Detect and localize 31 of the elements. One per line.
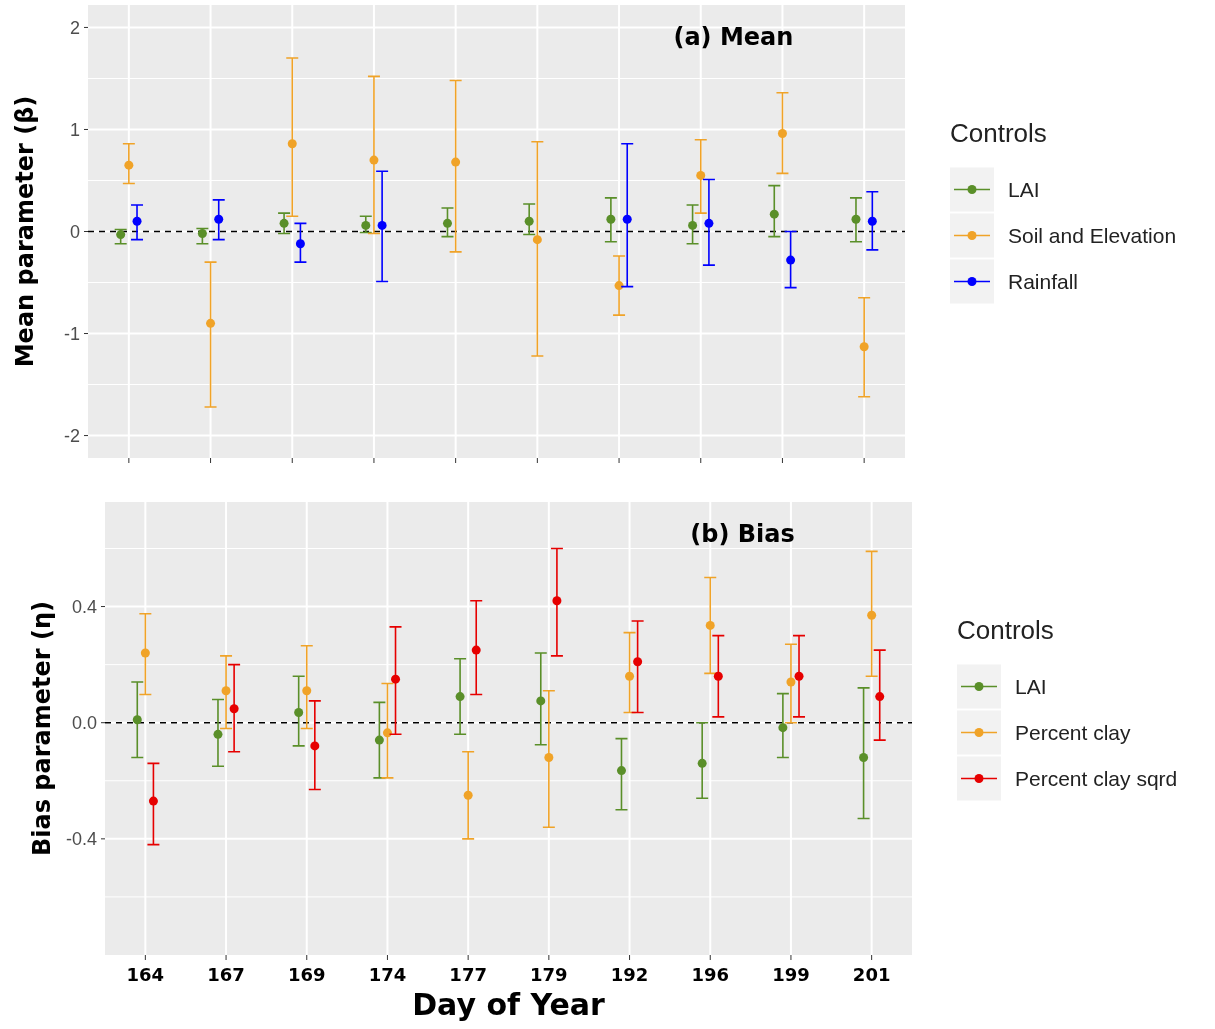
y-tick-label: 0.4 [71,596,97,617]
legend-label: Soil and Elevation [1008,223,1177,247]
legend-label: Percent clay [1015,720,1132,744]
x-tick-label: 164 [126,964,165,985]
y-axis-title: Mean parameter (β) [11,95,39,368]
x-axis-title: Day of Year [412,987,606,1022]
x-tick-label: 199 [772,964,810,985]
legend-label: LAI [1008,177,1040,201]
legend-title: Controls [957,614,1054,645]
x-tick-label: 179 [530,964,568,985]
y-tick-label: -0.4 [65,829,97,850]
legend-label: LAI [1015,674,1047,698]
y-tick-label: 0 [69,221,80,242]
x-tick-label: 196 [691,964,730,985]
x-tick-label: 177 [449,964,487,985]
text: (a) Mean [673,23,794,51]
text: (b) Bias [690,520,795,548]
x-tick-label: 192 [610,964,649,985]
legend-title: Controls [950,117,1047,148]
y-tick-label: -2 [63,425,80,446]
x-tick-label: 201 [852,964,891,985]
x-tick-label: 174 [368,964,407,985]
y-tick-label: 1 [69,119,80,140]
legend-label: Percent clay sqrd [1015,766,1178,790]
x-tick-label: 169 [287,964,326,985]
y-tick-label: 0.0 [71,712,97,733]
y-tick-label: -1 [63,323,80,344]
legend-label: Rainfall [1008,269,1079,293]
x-tick-label: 167 [207,964,245,985]
y-axis-title: Bias parameter (η) [28,600,56,857]
y-tick-label: 2 [69,17,80,38]
